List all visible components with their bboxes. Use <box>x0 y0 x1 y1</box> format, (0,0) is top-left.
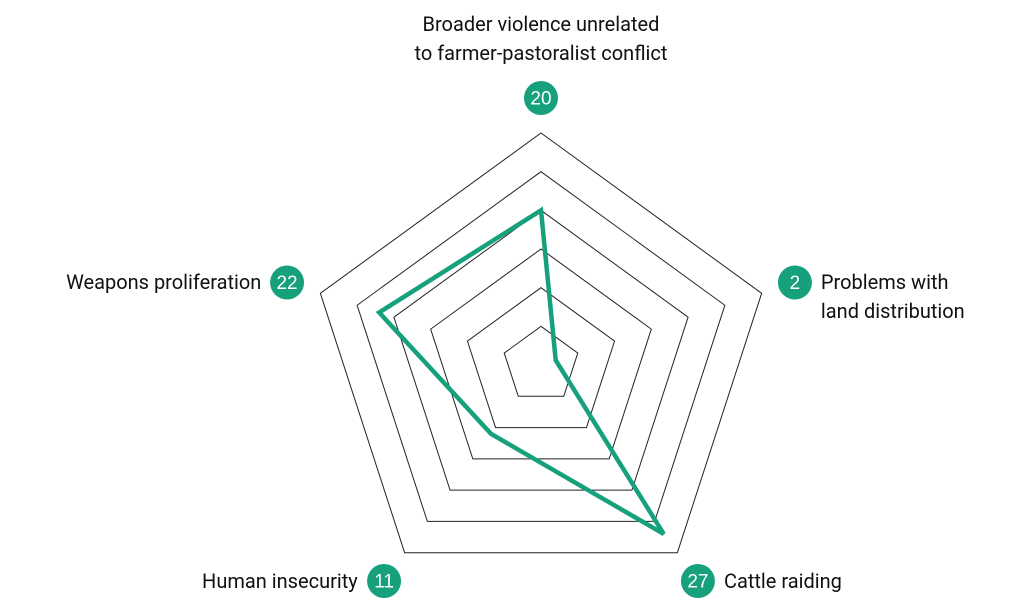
grid-ring <box>503 325 579 397</box>
value-label: 27 <box>687 572 708 593</box>
category-label: Weapons proliferation <box>66 269 262 294</box>
value-badge <box>680 564 715 599</box>
grid-ring <box>356 171 726 522</box>
value-label: 20 <box>530 89 551 110</box>
value-label: 11 <box>374 572 394 593</box>
category-label: Cattle raiding <box>723 568 842 593</box>
value-label: 22 <box>276 273 297 294</box>
grid-ring <box>319 132 763 554</box>
data-line <box>375 206 666 536</box>
value-label: 2 <box>790 273 801 294</box>
value-badge <box>367 564 402 599</box>
grid-ring <box>393 209 689 491</box>
grid-ring <box>466 287 616 429</box>
grid-ring <box>430 248 652 460</box>
category-label: Problems with land distribution <box>820 270 965 324</box>
category-label: Human insecurity <box>202 568 358 593</box>
category-label: Broader violence unrelated to farmer-pas… <box>414 12 668 65</box>
value-badge <box>777 265 812 300</box>
value-badge <box>270 265 305 300</box>
value-badge <box>524 81 558 115</box>
